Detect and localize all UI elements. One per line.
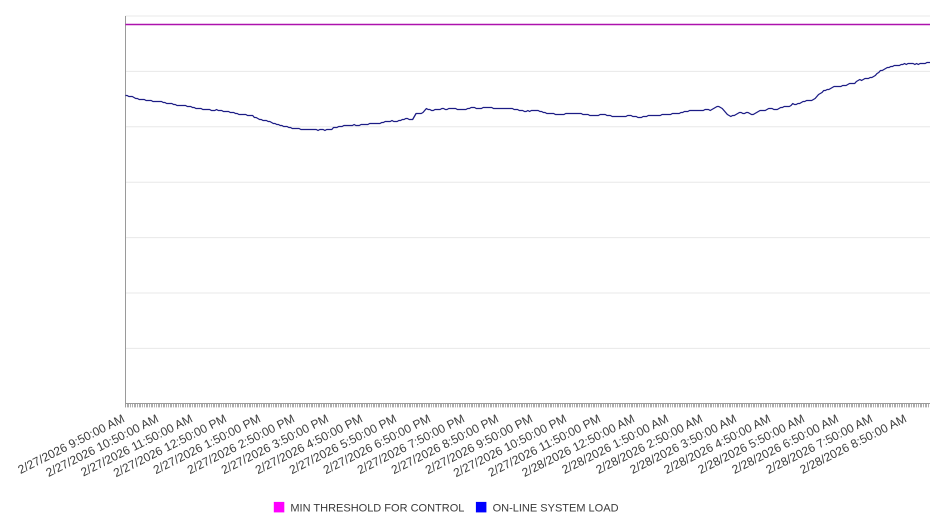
svg-text:MIN THRESHOLD FOR CONTROL: MIN THRESHOLD FOR CONTROL xyxy=(290,503,464,515)
svg-text:ON-LINE SYSTEM LOAD: ON-LINE SYSTEM LOAD xyxy=(493,503,619,515)
